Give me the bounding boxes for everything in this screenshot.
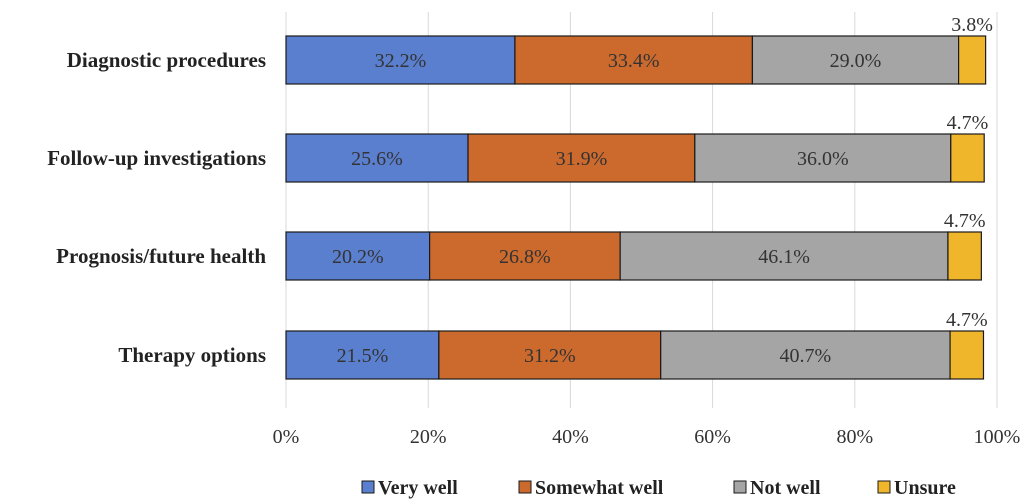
x-tick-label: 40% <box>552 426 589 448</box>
category-label: Follow-up investigations <box>47 146 266 170</box>
data-label: 26.8% <box>499 246 551 268</box>
category-labels: Diagnostic procedures Follow-up investiga… <box>47 48 266 367</box>
legend-label: Not well <box>750 477 821 499</box>
legend-swatch <box>518 480 532 494</box>
data-label: 21.5% <box>337 345 389 367</box>
data-label: 46.1% <box>758 246 810 268</box>
data-label: 20.2% <box>332 246 384 268</box>
data-label: 33.4% <box>608 50 660 72</box>
bar-segment <box>694 133 952 183</box>
data-label: 32.2% <box>375 50 427 72</box>
bar-segment <box>949 330 985 380</box>
bar-segment <box>429 231 621 281</box>
data-label: 3.8% <box>951 14 993 36</box>
data-label: 25.6% <box>351 148 403 170</box>
legend-label: Unsure <box>894 477 956 499</box>
legend-swatch <box>733 480 747 494</box>
bar-segment <box>285 35 516 85</box>
x-tick-label: 100% <box>974 426 1021 448</box>
category-label: Therapy options <box>118 343 266 367</box>
x-tick-label: 20% <box>410 426 447 448</box>
bar-segment <box>947 231 982 281</box>
x-tick-label: 80% <box>836 426 873 448</box>
data-label: 36.0% <box>797 148 849 170</box>
bar-segment <box>660 330 951 380</box>
legend-label: Somewhat well <box>535 477 664 499</box>
legend-swatch <box>877 480 891 494</box>
bar-segment <box>285 330 440 380</box>
x-tick-label: 60% <box>694 426 731 448</box>
data-label: 4.7% <box>947 112 989 134</box>
category-label: Prognosis/future health <box>56 244 266 268</box>
data-label: 31.2% <box>524 345 576 367</box>
data-label: 4.7% <box>944 210 986 232</box>
data-label: 29.0% <box>830 50 882 72</box>
bar-segment <box>958 35 987 85</box>
x-tick-labels: 0% 20% 40% 60% 80% 100% <box>273 426 1021 448</box>
data-label: 31.9% <box>556 148 608 170</box>
bars: 32.2% 33.4% 29.0% 3.8% 25.6% 31.9% 36.0% 4.7% 20… <box>285 14 993 380</box>
bar-segment <box>285 231 431 281</box>
data-label: 4.7% <box>946 309 988 331</box>
data-label: 40.7% <box>780 345 832 367</box>
bar-segment <box>950 133 985 183</box>
bar-segment <box>619 231 949 281</box>
legend-swatch <box>361 480 375 494</box>
bar-segment <box>467 133 696 183</box>
x-tick-label: 0% <box>273 426 300 448</box>
category-label: Diagnostic procedures <box>67 48 266 72</box>
legend-label: Very well <box>378 477 458 499</box>
bar-segment <box>285 133 469 183</box>
legend: Very well Somewhat well Not well Unsure <box>361 477 956 499</box>
bar-segment <box>438 330 662 380</box>
